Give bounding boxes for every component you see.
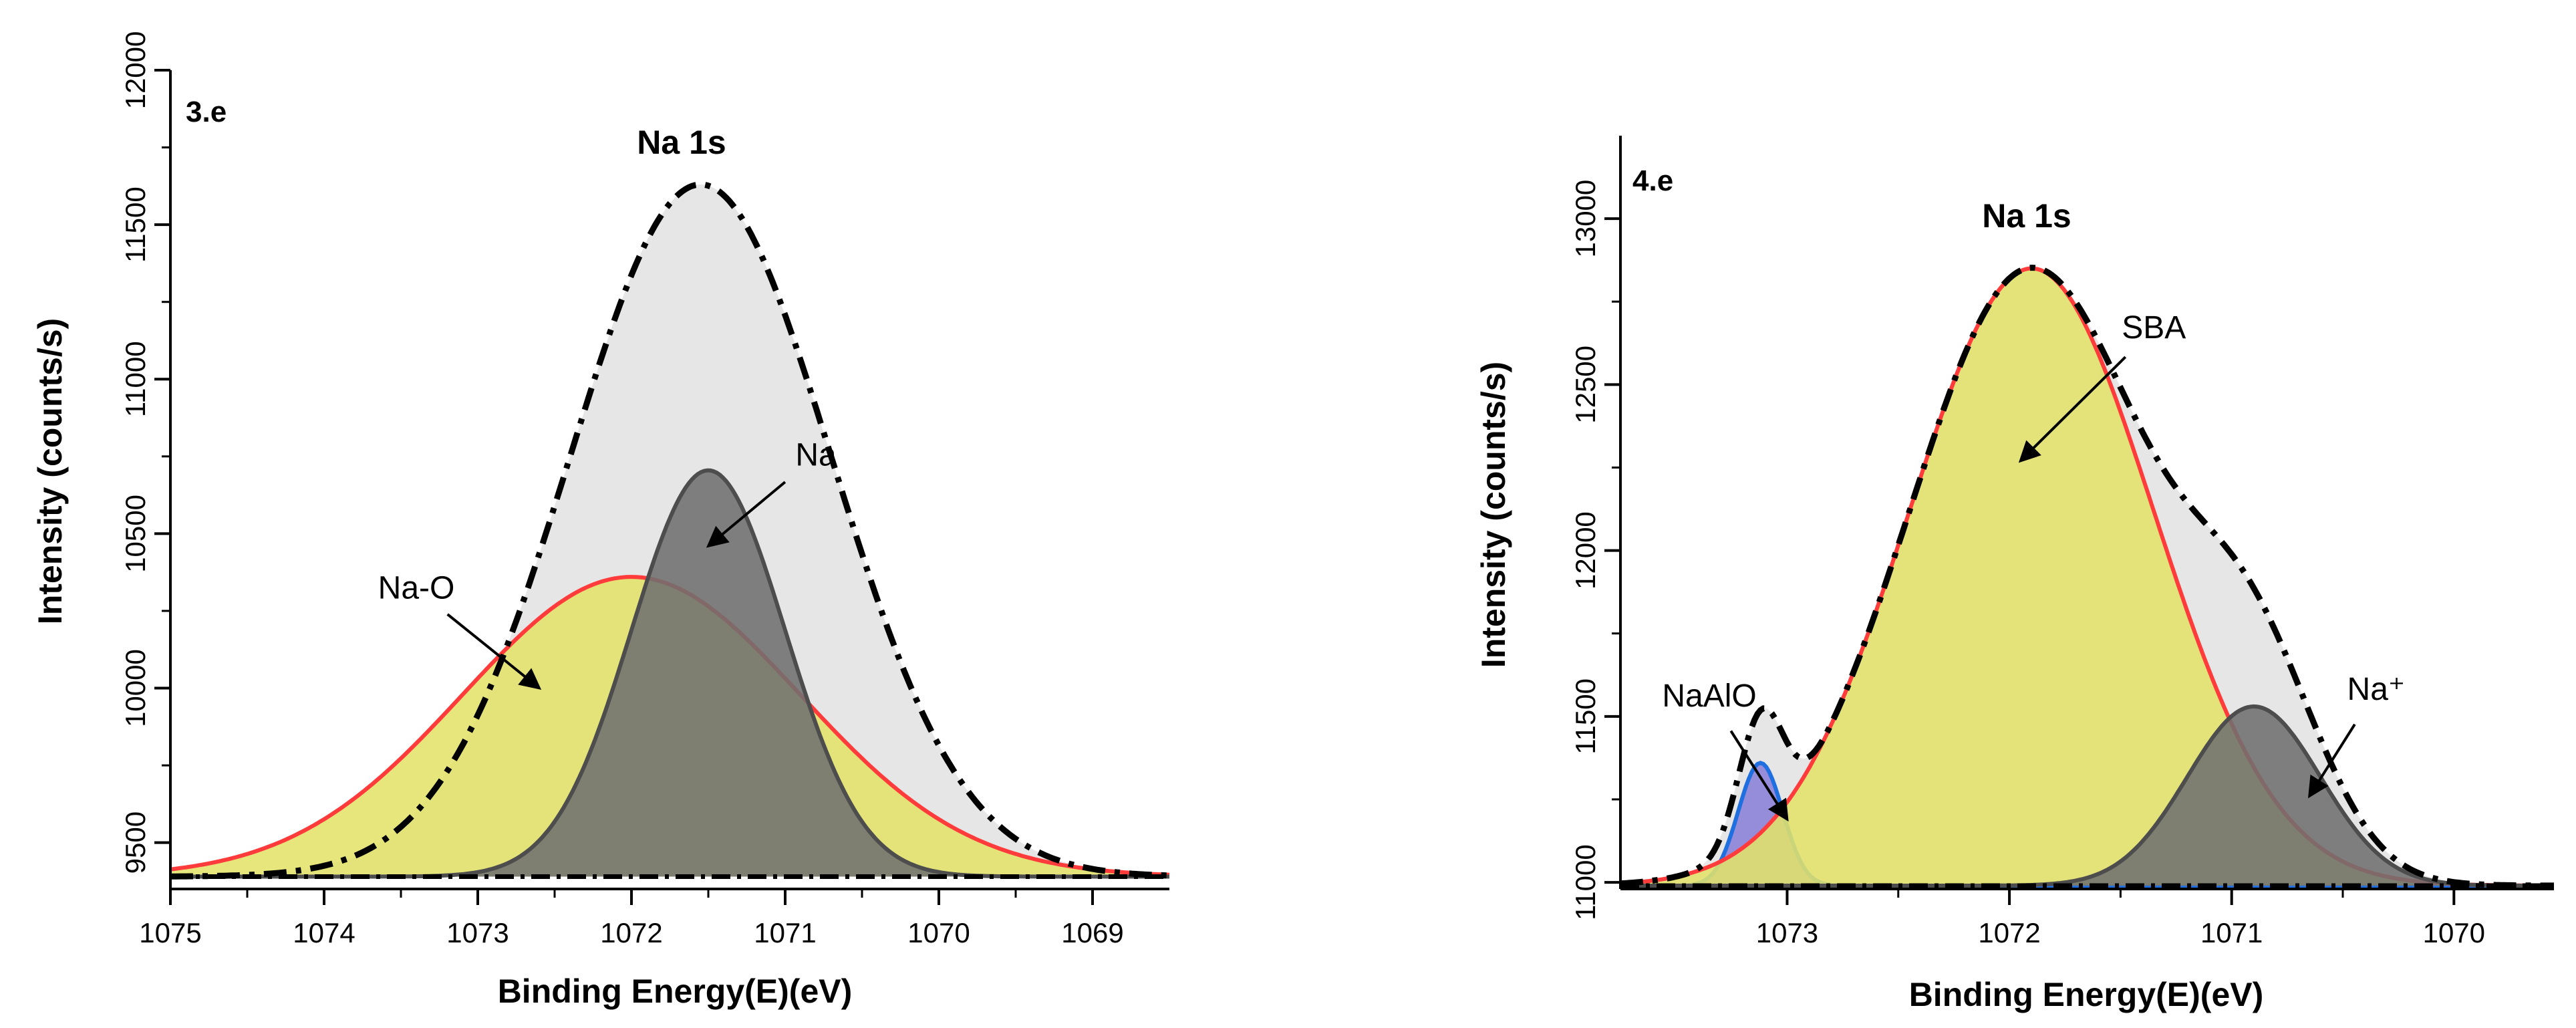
envelope-line (170, 181, 1170, 880)
y-tick-label: 12000 (120, 31, 151, 110)
annotation-label-na: Na⁺ (2347, 672, 2406, 707)
chart-title: Na 1s (1982, 197, 2071, 235)
y-tick-label: 12500 (1570, 346, 1601, 424)
y-tick-label: 13000 (1570, 180, 1601, 258)
y-tick-label: 9500 (120, 811, 151, 874)
peak-area-sba (1620, 268, 2554, 886)
x-tick-label: 1075 (139, 917, 201, 948)
plot-area (1620, 264, 2554, 889)
annotation-arrow-na-o (446, 613, 542, 690)
envelope-line (1620, 264, 2554, 889)
annotation-label-naalo: NaAlO (1662, 678, 1756, 714)
x-tick-label: 1069 (1061, 917, 1123, 948)
chart-title: Na 1s (637, 124, 726, 161)
peak-area-na (1620, 706, 2554, 886)
annotation-label-na: Na (795, 438, 837, 473)
y-axis-title: Intensity (counts/s) (1475, 362, 1512, 668)
y-tick-label: 12000 (1570, 511, 1601, 590)
chart-panel-3e: 3.e Na 1s Binding Energy(E)(eV) Intensit… (31, 31, 1170, 1010)
y-tick-label: 11000 (1570, 844, 1601, 920)
annotation-arrow-na (2307, 723, 2356, 799)
x-tick-label: 1071 (2200, 917, 2263, 948)
x-tick-label: 1070 (2423, 917, 2485, 948)
x-tick-label: 1072 (1978, 917, 2040, 948)
x-tick-label: 1070 (907, 917, 970, 948)
x-axis-title: Binding Energy(E)(eV) (498, 973, 853, 1010)
y-tick-label: 11500 (1570, 678, 1601, 755)
annotation-label-sba: SBA (2122, 310, 2186, 346)
annotation-arrow-sba (2018, 356, 2127, 463)
x-tick-label: 1071 (754, 917, 816, 948)
annotation-arrow-na (706, 481, 786, 548)
x-tick-label: 1074 (293, 917, 355, 948)
panel-label: 4.e (1632, 164, 1673, 197)
chart-panel-4e: 4.e Na 1s Binding Energy(E)(eV) Intensit… (1475, 136, 2554, 1013)
x-tick-label: 1073 (446, 917, 509, 948)
x-axis-title: Binding Energy(E)(eV) (1909, 976, 2264, 1013)
y-tick-label: 11500 (120, 186, 151, 263)
panel-label: 3.e (186, 96, 227, 128)
peak-area-na (170, 470, 1169, 877)
y-tick-label: 10500 (120, 495, 151, 573)
y-tick-label: 11000 (120, 341, 151, 417)
y-axis-title: Intensity (counts/s) (31, 318, 69, 624)
y-tick-label: 10000 (120, 649, 151, 727)
x-tick-label: 1073 (1756, 917, 1818, 948)
annotation-label-na-o: Na-O (378, 570, 455, 606)
plot-area (170, 181, 1170, 880)
x-tick-label: 1072 (600, 917, 662, 948)
annotation-arrow-naalo (1729, 730, 1789, 822)
